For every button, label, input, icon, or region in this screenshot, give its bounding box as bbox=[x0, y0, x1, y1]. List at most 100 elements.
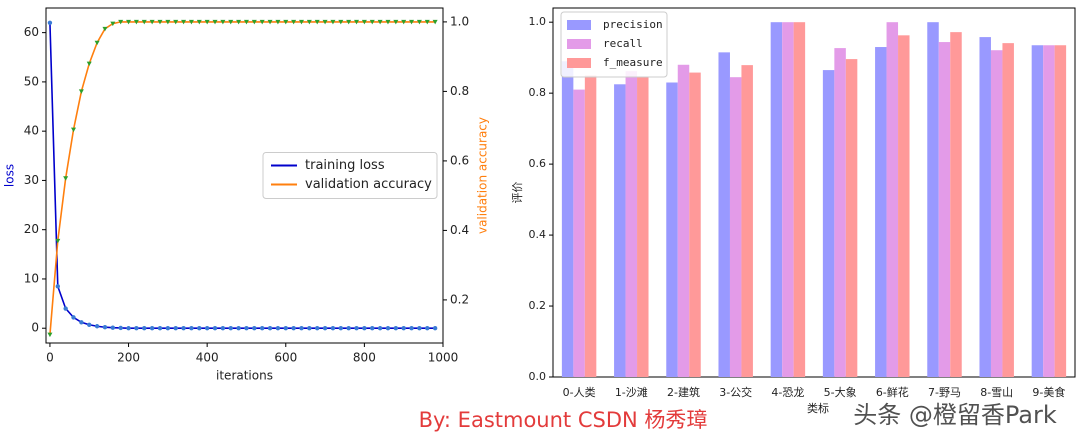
point-marker bbox=[110, 325, 116, 330]
bar bbox=[927, 22, 939, 377]
point-marker bbox=[236, 19, 242, 25]
point-marker bbox=[298, 19, 304, 25]
point-marker bbox=[63, 176, 69, 181]
point-marker bbox=[220, 326, 226, 331]
point-marker bbox=[252, 326, 257, 331]
point-marker bbox=[306, 19, 312, 25]
point-marker bbox=[385, 326, 391, 331]
point-marker bbox=[244, 326, 249, 331]
bar bbox=[898, 35, 910, 377]
point-marker bbox=[243, 19, 249, 25]
point-marker bbox=[283, 19, 289, 25]
point-marker bbox=[228, 19, 234, 25]
point-marker bbox=[212, 19, 218, 25]
y-tick-label: 0.2 bbox=[529, 299, 547, 312]
x-tick-label: 800 bbox=[353, 351, 376, 365]
point-marker bbox=[338, 19, 344, 25]
bar bbox=[677, 64, 690, 378]
point-marker bbox=[204, 19, 210, 25]
point-marker bbox=[142, 326, 147, 331]
point-marker bbox=[157, 19, 163, 25]
point-marker bbox=[94, 324, 100, 329]
x-tick-label: 9-美食 bbox=[1032, 385, 1065, 399]
point-marker bbox=[173, 326, 178, 331]
x-tick-label: 600 bbox=[274, 351, 297, 365]
point-marker bbox=[236, 326, 241, 331]
y-tick-label: 0.8 bbox=[529, 86, 547, 99]
legend-label: f_measure bbox=[603, 56, 663, 69]
y-tick-label: 30 bbox=[24, 173, 39, 187]
point-marker bbox=[425, 326, 430, 331]
bar bbox=[584, 75, 597, 378]
bar bbox=[614, 84, 626, 377]
y2-tick-label: 0.4 bbox=[450, 223, 469, 237]
point-marker bbox=[346, 326, 351, 331]
bar bbox=[718, 52, 730, 378]
bar bbox=[666, 82, 678, 377]
y2-axis-label: validation accuracy bbox=[476, 117, 490, 234]
point-marker bbox=[63, 306, 68, 311]
legend-label: precision bbox=[603, 18, 663, 31]
y-tick-label: 1.0 bbox=[529, 15, 547, 28]
point-marker bbox=[102, 325, 108, 330]
bar bbox=[1031, 45, 1044, 377]
point-marker bbox=[393, 326, 399, 331]
point-marker bbox=[47, 332, 53, 338]
bar bbox=[1002, 43, 1014, 377]
point-marker bbox=[401, 19, 407, 25]
point-marker bbox=[409, 326, 414, 331]
point-marker bbox=[314, 19, 320, 25]
point-marker bbox=[393, 19, 399, 25]
point-marker bbox=[361, 19, 367, 25]
point-marker bbox=[86, 61, 92, 67]
bar bbox=[729, 77, 742, 377]
point-marker bbox=[118, 325, 123, 331]
point-marker bbox=[118, 19, 124, 25]
point-marker bbox=[401, 326, 406, 331]
point-marker bbox=[291, 326, 296, 331]
point-marker bbox=[197, 326, 202, 331]
x-axis-label: iterations bbox=[216, 369, 273, 383]
point-marker bbox=[94, 40, 100, 46]
legend-box bbox=[262, 152, 438, 199]
point-marker bbox=[220, 19, 226, 25]
point-marker bbox=[346, 19, 352, 25]
point-marker bbox=[141, 19, 147, 25]
y-tick-label: 0.6 bbox=[529, 157, 547, 170]
y2-tick-label: 0.8 bbox=[450, 84, 469, 98]
point-marker bbox=[424, 19, 430, 25]
point-marker bbox=[78, 89, 84, 94]
point-marker bbox=[338, 326, 344, 331]
bar bbox=[938, 42, 951, 378]
bar bbox=[573, 89, 585, 377]
point-marker bbox=[362, 326, 367, 331]
point-marker bbox=[212, 326, 218, 331]
y-tick-label: 10 bbox=[24, 271, 39, 285]
point-marker bbox=[71, 127, 77, 133]
point-marker bbox=[133, 19, 139, 25]
point-marker bbox=[267, 19, 273, 25]
bar bbox=[637, 77, 649, 377]
y-tick-label: 0.4 bbox=[529, 228, 547, 241]
plot-frame bbox=[552, 7, 1076, 378]
point-marker bbox=[283, 326, 288, 331]
y-tick-label: 0 bbox=[31, 321, 39, 335]
point-marker bbox=[259, 326, 265, 331]
point-marker bbox=[354, 19, 360, 25]
point-marker bbox=[409, 19, 415, 25]
x-tick-label: 1-沙滩 bbox=[615, 385, 648, 399]
point-marker bbox=[71, 315, 76, 320]
legend-swatch bbox=[567, 20, 591, 30]
bar bbox=[625, 71, 638, 378]
bar bbox=[1043, 45, 1055, 377]
point-marker bbox=[126, 326, 131, 331]
point-marker bbox=[181, 19, 187, 25]
point-marker bbox=[322, 19, 328, 25]
legend-label: recall bbox=[603, 37, 643, 50]
point-marker bbox=[87, 322, 92, 327]
bar bbox=[770, 22, 783, 377]
point-marker bbox=[369, 19, 375, 25]
point-marker bbox=[251, 19, 257, 25]
y-tick-label: 50 bbox=[24, 74, 39, 88]
